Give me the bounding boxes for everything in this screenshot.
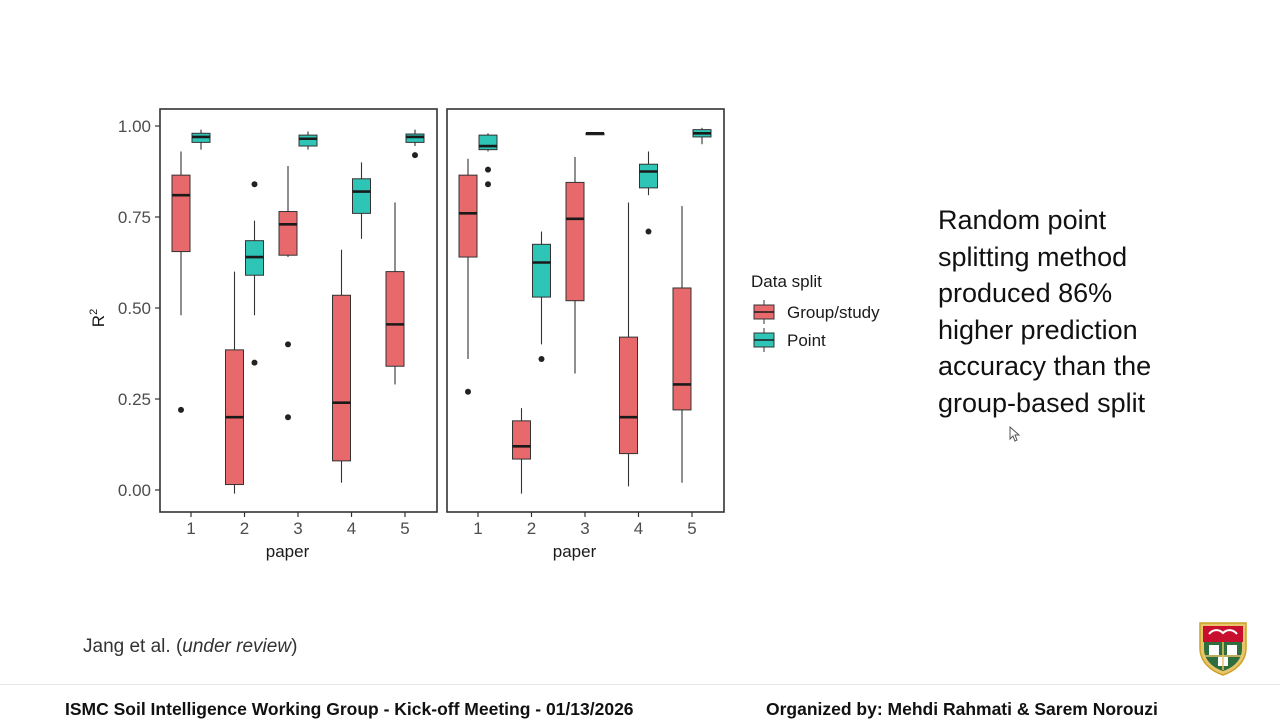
y-axis-title: R2 — [88, 309, 108, 327]
x-tick-label: 3 — [580, 519, 589, 538]
outlier-point — [251, 181, 258, 188]
outlier-point — [485, 181, 491, 188]
y-tick-label: 0.50 — [118, 299, 151, 318]
x-axis-title: paper — [266, 542, 310, 561]
university-crest-icon — [1199, 622, 1247, 676]
box-point-paper-2 — [532, 231, 551, 362]
x-tick-label: 1 — [186, 519, 195, 538]
box-group-study-paper-3 — [278, 166, 298, 421]
box-point-paper-4 — [639, 151, 658, 235]
legend-label: Point — [787, 331, 826, 350]
y-tick-label: 1.00 — [118, 117, 151, 136]
box-point-paper-4 — [352, 162, 371, 239]
annotation-line: produced 86% — [938, 278, 1113, 309]
annotation-line: group-based split — [938, 387, 1146, 418]
box-point-paper-2 — [245, 181, 264, 366]
iqr-box — [565, 181, 585, 302]
iqr-box — [672, 287, 692, 411]
panels-layer: 1 2 3 4 5 paper 1 2 3 4 5 paper — [159, 108, 725, 561]
box-group-study-paper-1 — [458, 158, 478, 395]
footer-organizers: Organized by: Mehdi Rahmati & Sarem Noro… — [766, 699, 1158, 719]
iqr-box — [298, 134, 318, 147]
citation-close: ) — [291, 636, 298, 657]
iqr-box — [385, 271, 405, 367]
iqr-box — [278, 211, 298, 256]
box-group-study-paper-2 — [225, 271, 244, 494]
box-group-study-paper-5 — [385, 202, 405, 385]
outlier-point — [285, 414, 291, 421]
iqr-box — [532, 243, 551, 298]
panel-2: 1 2 3 4 5 paper — [446, 108, 725, 561]
x-tick-label: 1 — [473, 519, 482, 538]
mouse-cursor-icon — [1009, 426, 1021, 442]
x-tick-label: 3 — [293, 519, 302, 538]
box-group-study-paper-2 — [512, 408, 531, 494]
x-tick-label: 5 — [400, 519, 409, 538]
box-group-study-paper-4 — [332, 249, 351, 483]
box-point-paper-5 — [405, 129, 425, 159]
box-point-paper-5 — [692, 127, 712, 145]
y-axis-title-text: R — [89, 315, 108, 327]
iqr-box — [458, 174, 478, 258]
y-tick-label: 0.25 — [118, 390, 151, 409]
outlier-point — [285, 341, 291, 348]
outlier-point — [645, 228, 652, 235]
outlier-point — [538, 355, 545, 362]
outlier-point — [251, 359, 258, 366]
iqr-box — [478, 134, 498, 151]
iqr-box — [639, 163, 658, 189]
annotation-line: splitting method — [938, 241, 1128, 272]
outlier-point — [485, 166, 491, 173]
annotation-line: Random point — [938, 205, 1107, 235]
annotation-line: higher prediction — [938, 314, 1138, 345]
iqr-box — [352, 178, 371, 214]
legend: Data split Group/study Point — [751, 272, 880, 352]
annotation-line: accuracy than the — [938, 351, 1152, 382]
iqr-box — [171, 174, 191, 253]
y-axis: 0.00 0.25 0.50 0.75 1.00 — [118, 117, 160, 500]
panel-1: 1 2 3 4 5 paper — [159, 108, 438, 561]
footer-meeting-title: ISMC Soil Intelligence Working Group - K… — [65, 699, 634, 719]
y-tick-label: 0.00 — [118, 481, 151, 500]
iqr-box — [332, 294, 351, 462]
outlier-point — [465, 388, 471, 395]
box-point-paper-1 — [191, 129, 211, 150]
x-tick-label: 4 — [347, 519, 356, 538]
legend-title: Data split — [751, 272, 822, 291]
box-point-paper-1 — [478, 133, 498, 188]
citation-authors: Jang et al. ( — [83, 636, 183, 657]
citation-status: under review — [182, 636, 292, 657]
box-group-study-paper-5 — [672, 206, 692, 483]
citation: Jang et al. (under review) — [83, 636, 297, 658]
box-group-study-paper-1 — [171, 151, 191, 413]
footer-divider — [0, 684, 1280, 685]
outlier-point — [178, 406, 184, 413]
annotation-text: Random point splitting method produced 8… — [938, 202, 1268, 422]
x-axis-title: paper — [553, 542, 597, 561]
x-tick-label: 5 — [687, 519, 696, 538]
legend-label: Group/study — [787, 303, 880, 322]
iqr-box — [512, 420, 531, 460]
box-point-paper-3 — [585, 131, 605, 136]
x-tick-label: 2 — [527, 519, 536, 538]
box-point-paper-3 — [298, 131, 318, 150]
y-axis-title-superscript: 2 — [88, 309, 100, 315]
x-tick-label: 4 — [634, 519, 643, 538]
box-group-study-paper-3 — [565, 156, 585, 374]
x-tick-label: 2 — [240, 519, 249, 538]
iqr-box — [619, 336, 638, 455]
box-group-study-paper-4 — [619, 202, 638, 487]
y-tick-label: 0.75 — [118, 208, 151, 227]
outlier-point — [412, 152, 418, 159]
